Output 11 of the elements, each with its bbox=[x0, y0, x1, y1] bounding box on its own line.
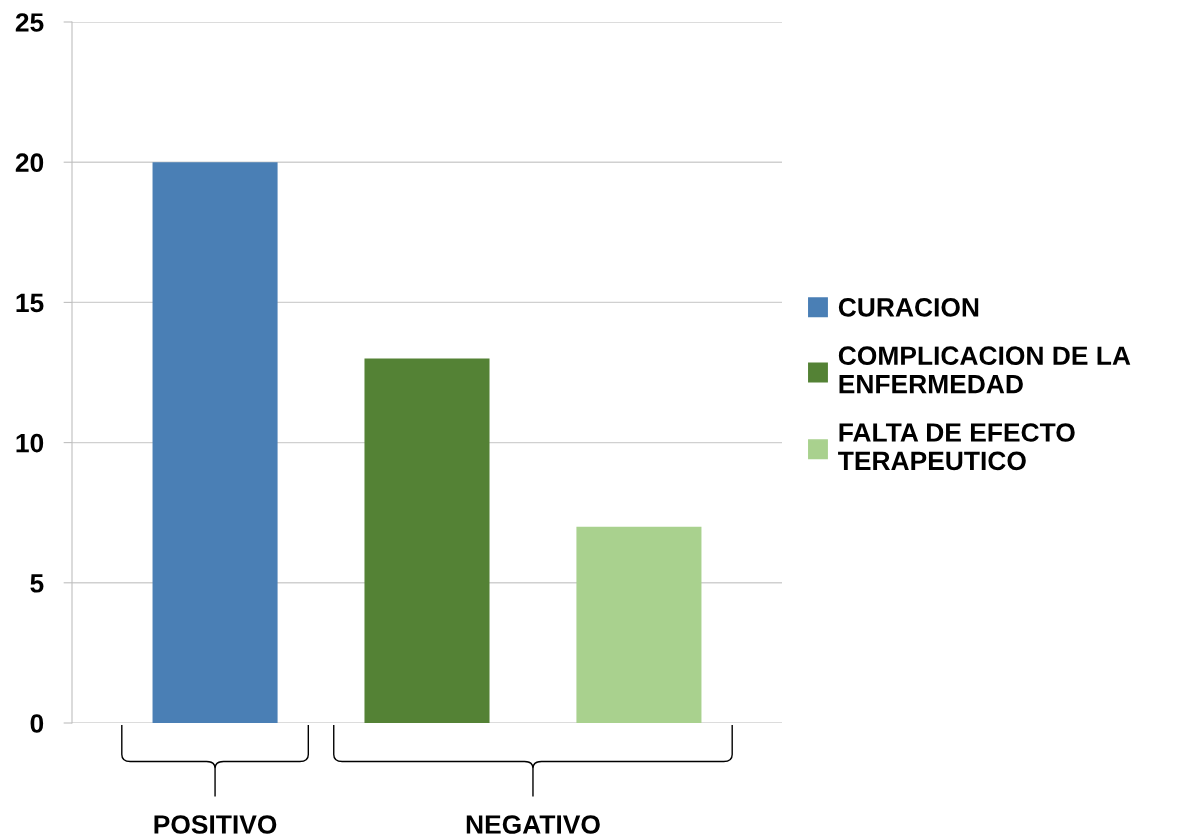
y-tick-label: 25 bbox=[15, 13, 44, 32]
y-tick-label: 15 bbox=[16, 293, 44, 313]
legend-label: COMPLICACION DE LA ENFERMEDAD bbox=[838, 346, 1131, 394]
y-tick-label: 10 bbox=[16, 433, 44, 453]
y-tick-label: 20 bbox=[15, 153, 44, 173]
x-tick-label: POSITIVO bbox=[154, 815, 277, 834]
x-tick-label: NEGATIVO bbox=[466, 815, 600, 834]
legend-label: FALTA DE EFECTO TERAPEUTICO bbox=[838, 423, 1075, 471]
legend-label: CURACION bbox=[838, 298, 979, 317]
y-tick-label: 5 bbox=[30, 574, 44, 593]
y-tick-label: 0 bbox=[30, 714, 44, 733]
